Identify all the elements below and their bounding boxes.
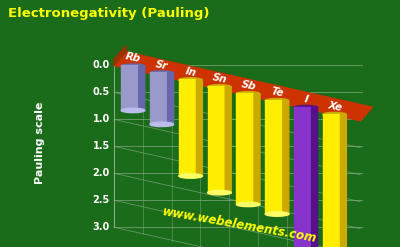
Text: I: I	[303, 94, 309, 105]
Text: Pauling scale: Pauling scale	[35, 102, 45, 185]
Polygon shape	[179, 79, 196, 175]
Ellipse shape	[179, 174, 202, 178]
Polygon shape	[139, 65, 145, 111]
Text: 0.0: 0.0	[93, 61, 110, 70]
Polygon shape	[225, 86, 231, 193]
Ellipse shape	[323, 112, 346, 117]
Polygon shape	[208, 86, 225, 192]
Polygon shape	[236, 93, 254, 204]
Ellipse shape	[179, 78, 202, 82]
Ellipse shape	[121, 108, 145, 113]
Text: In: In	[184, 66, 197, 78]
Polygon shape	[114, 46, 126, 65]
Text: www.webelements.com: www.webelements.com	[162, 205, 318, 245]
Text: Rb: Rb	[125, 52, 142, 64]
Polygon shape	[254, 93, 260, 205]
Polygon shape	[340, 114, 346, 247]
Ellipse shape	[208, 85, 231, 89]
Polygon shape	[283, 100, 289, 215]
Text: Te: Te	[270, 86, 284, 99]
Polygon shape	[312, 107, 318, 247]
Ellipse shape	[121, 64, 145, 68]
Polygon shape	[150, 72, 168, 124]
Ellipse shape	[208, 190, 231, 195]
Polygon shape	[114, 52, 372, 121]
Polygon shape	[196, 79, 202, 177]
Text: 1.5: 1.5	[93, 141, 110, 151]
Polygon shape	[121, 65, 139, 110]
Ellipse shape	[236, 202, 260, 207]
Text: 3.0: 3.0	[93, 222, 110, 232]
Text: Sr: Sr	[155, 59, 169, 71]
Text: Xe: Xe	[327, 100, 343, 113]
Polygon shape	[265, 100, 283, 213]
Polygon shape	[323, 114, 340, 247]
Ellipse shape	[265, 212, 289, 216]
Polygon shape	[294, 107, 312, 247]
Ellipse shape	[236, 92, 260, 96]
Text: Sb: Sb	[240, 79, 257, 92]
Ellipse shape	[294, 105, 318, 110]
Text: 2.0: 2.0	[93, 168, 110, 178]
Ellipse shape	[150, 71, 174, 75]
Ellipse shape	[265, 99, 289, 103]
Text: 1.0: 1.0	[93, 114, 110, 124]
Ellipse shape	[150, 122, 174, 126]
Text: Electronegativity (Pauling): Electronegativity (Pauling)	[8, 7, 210, 21]
Text: 0.5: 0.5	[93, 87, 110, 97]
Polygon shape	[168, 72, 174, 125]
Text: 2.5: 2.5	[93, 195, 110, 205]
Text: Sn: Sn	[211, 72, 228, 85]
